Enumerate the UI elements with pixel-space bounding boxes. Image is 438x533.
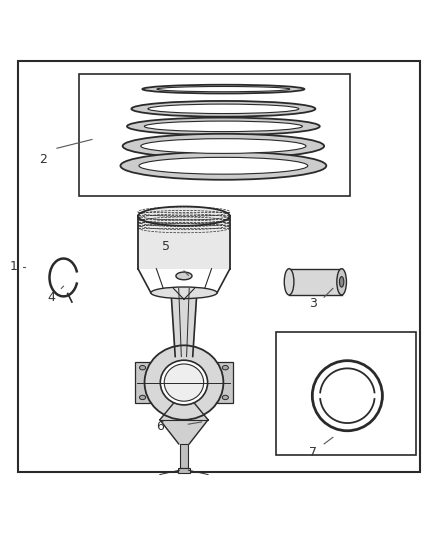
Ellipse shape <box>145 345 223 420</box>
Ellipse shape <box>222 366 229 370</box>
Text: 1: 1 <box>9 260 17 273</box>
Text: 2: 2 <box>39 152 47 166</box>
Ellipse shape <box>141 139 306 154</box>
Ellipse shape <box>145 121 302 132</box>
Ellipse shape <box>148 104 299 114</box>
Ellipse shape <box>164 364 204 401</box>
Ellipse shape <box>157 86 290 92</box>
Ellipse shape <box>127 118 320 135</box>
Ellipse shape <box>139 366 145 370</box>
Ellipse shape <box>176 272 192 280</box>
Ellipse shape <box>160 360 208 405</box>
Ellipse shape <box>138 206 230 226</box>
Text: 7: 7 <box>309 446 317 459</box>
Ellipse shape <box>139 157 308 174</box>
Ellipse shape <box>339 277 344 287</box>
Ellipse shape <box>142 85 304 93</box>
Ellipse shape <box>151 287 217 298</box>
Ellipse shape <box>139 395 145 400</box>
Text: 6: 6 <box>156 420 164 433</box>
Text: 3: 3 <box>309 297 317 310</box>
Text: 5: 5 <box>162 240 170 253</box>
Bar <box>217 362 233 403</box>
Ellipse shape <box>131 101 315 117</box>
Ellipse shape <box>222 395 229 400</box>
Ellipse shape <box>312 361 382 431</box>
Text: 4: 4 <box>48 290 56 304</box>
Ellipse shape <box>284 269 294 295</box>
Polygon shape <box>171 288 197 357</box>
Bar <box>289 269 342 295</box>
Bar <box>180 444 188 468</box>
Ellipse shape <box>337 269 346 295</box>
Ellipse shape <box>120 152 326 180</box>
Bar <box>138 216 230 269</box>
Bar <box>276 332 416 455</box>
Bar <box>178 468 190 473</box>
Polygon shape <box>160 401 208 420</box>
Bar <box>79 74 350 197</box>
Ellipse shape <box>123 134 324 158</box>
Bar <box>135 362 151 403</box>
Polygon shape <box>160 420 208 444</box>
